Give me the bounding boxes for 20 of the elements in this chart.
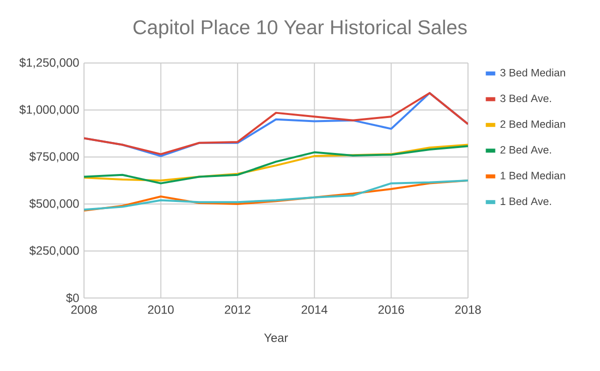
x-tick-label: 2008 <box>71 305 97 314</box>
y-tick-label: $0 <box>66 293 79 303</box>
x-tick-label: 2016 <box>378 305 404 314</box>
y-tick-label: $750,000 <box>29 152 79 162</box>
legend-label: 1 Bed Ave. <box>500 197 551 206</box>
x-tick-label: 2018 <box>455 305 481 314</box>
legend-label: 1 Bed Median <box>500 172 566 180</box>
x-tick-label: 2012 <box>224 305 250 314</box>
x-tick-label: 2014 <box>302 305 328 314</box>
x-axis-title: Year <box>264 334 288 342</box>
y-tick-label: $500,000 <box>29 198 79 210</box>
legend-label: 2 Bed Ave. <box>500 146 551 154</box>
y-tick-label: $1,000,000 <box>19 104 79 116</box>
chart-title: Capitol Place 10 Year Historical Sales <box>134 20 467 38</box>
legend-label: 2 Bed Median <box>500 120 566 128</box>
y-tick-label: $250,000 <box>29 246 79 256</box>
legend-label: 3 Bed Median <box>500 68 566 76</box>
legend-label: 3 Bed Ave. <box>500 94 551 102</box>
y-tick-label: $1,250,000 <box>19 58 79 68</box>
x-tick-label: 2010 <box>148 305 174 314</box>
